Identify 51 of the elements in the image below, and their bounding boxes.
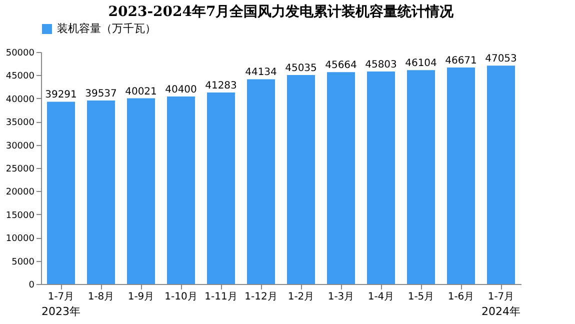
y-tick-label: 25000: [6, 164, 35, 174]
data-label: 45035: [285, 63, 317, 74]
bar: [487, 66, 515, 284]
chart-title: 2023-2024年7月全国风力发电累计装机容量统计情况: [108, 3, 455, 20]
bar: [47, 102, 75, 284]
data-label: 40400: [165, 84, 197, 96]
bar: [447, 67, 475, 284]
bar: [87, 100, 115, 284]
x-tick-label: 1-12月: [244, 292, 278, 302]
y-tick-label: 40000: [6, 94, 35, 105]
x-tick-label: 1-10月: [164, 292, 198, 302]
y-tick-label: 50000: [6, 48, 35, 58]
data-label: 46104: [405, 58, 437, 70]
text: 2023年: [42, 305, 80, 318]
data-label: 47053: [485, 54, 517, 65]
y-tick-label: 35000: [6, 118, 35, 128]
y-tick-label: 20000: [6, 188, 35, 198]
x-tick-label: 1-11月: [204, 292, 238, 302]
bar: [407, 70, 435, 284]
x-tick-label: 1-3月: [328, 292, 354, 302]
y-tick-label: 45000: [6, 72, 35, 82]
data-label: 45664: [325, 60, 357, 72]
data-label: 46671: [445, 55, 477, 66]
y-tick-label: 5000: [12, 257, 35, 268]
bar: [207, 92, 235, 284]
legend-label: 装机容量（万千瓦）: [57, 22, 156, 35]
y-tick-label: 30000: [6, 141, 35, 152]
x-tick-label: 1-2月: [288, 292, 314, 302]
data-label: 39537: [85, 88, 117, 100]
y-tick-label: 15000: [6, 210, 35, 221]
y-tick-label: 10000: [6, 234, 35, 244]
bar: [327, 72, 355, 284]
x-tick-label: 1-7月: [488, 292, 514, 302]
bar: [247, 79, 275, 284]
y-tick-label: 0: [28, 280, 35, 290]
bar: [167, 96, 195, 284]
bar: [367, 71, 395, 284]
bar: [287, 75, 315, 284]
data-label: 40021: [125, 86, 157, 98]
data-label: 45803: [365, 59, 397, 70]
x-tick-label: 1-7月: [48, 292, 74, 302]
x-tick-label: 1-8月: [88, 292, 114, 302]
x-tick-label: 1-4月: [368, 292, 394, 302]
data-label: 39291: [45, 90, 77, 101]
text: 2024年: [482, 305, 520, 318]
data-label: 41283: [205, 80, 237, 92]
x-tick-label: 1-6月: [448, 292, 474, 302]
x-tick-label: 1-5月: [408, 292, 434, 302]
bar: [127, 98, 155, 284]
data-label: 44134: [245, 67, 277, 78]
x-tick-label: 1-9月: [128, 292, 154, 302]
